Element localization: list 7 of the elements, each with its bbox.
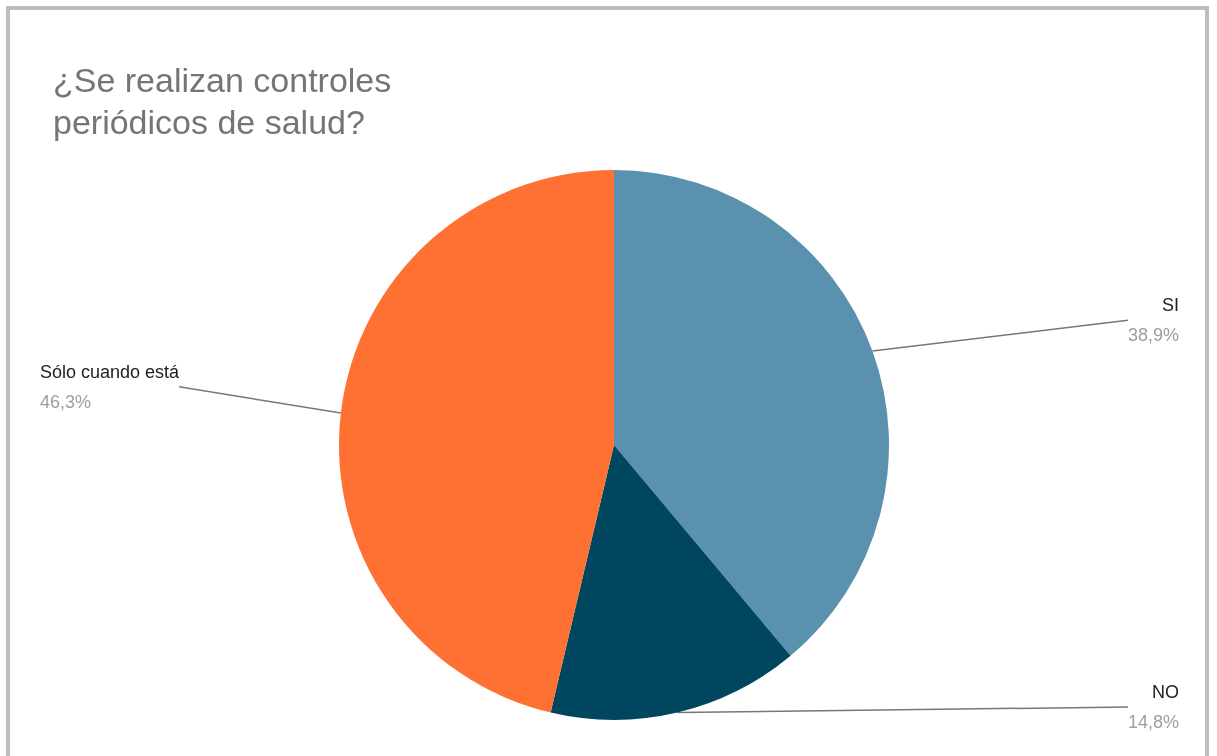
- slice-label: Sólo cuando está: [40, 361, 181, 382]
- data-label: 46,3%: [40, 391, 92, 412]
- slice-label: NO: [1152, 682, 1179, 702]
- slice-label: SI: [1161, 295, 1179, 316]
- data-label: 38,9%: [1127, 325, 1179, 346]
- data-label: 14,8%: [1127, 712, 1179, 732]
- chart-title: ¿Se realizan controles periódicos de salud?: [53, 61, 401, 141]
